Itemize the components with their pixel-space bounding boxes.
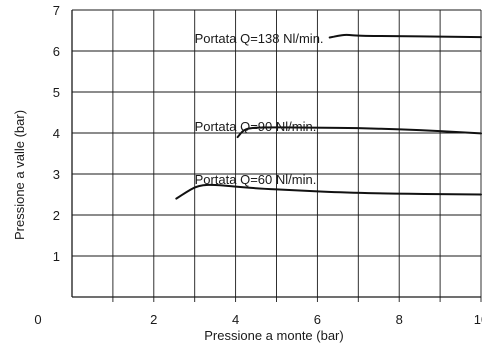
y-axis-label: Pressione a valle (bar): [12, 110, 27, 240]
series-label-1: Portata Q=60 Nl/min.: [195, 172, 317, 187]
y-tick-label: 5: [53, 85, 60, 100]
tick-labels: 1 2 3 4 5 6 7 0 2 4 6 8 10: [34, 3, 482, 327]
series-line-2: [236, 126, 482, 139]
series-line-3: [328, 33, 482, 39]
series-label-2: Portata Q=90 Nl/min.: [195, 119, 317, 134]
x-axis-label: Pressione a monte (bar): [204, 328, 343, 343]
x-tick-label: 4: [232, 312, 239, 327]
y-tick-label: 7: [53, 3, 60, 18]
x-tick-label: 10: [474, 312, 482, 327]
y-tick-label: 3: [53, 167, 60, 182]
series-group: [175, 33, 482, 200]
y-tick-label: 2: [53, 208, 60, 223]
y-tick-label: 6: [53, 44, 60, 59]
series-label-3: Portata Q=138 Nl/min.: [195, 31, 324, 46]
x-tick-label: 2: [150, 312, 157, 327]
x-tick-label: 0: [34, 312, 41, 327]
grid: [72, 9, 482, 297]
y-tick-label: 1: [53, 249, 60, 264]
series-line-1: [175, 183, 482, 200]
x-tick-label: 6: [314, 312, 321, 327]
series-labels: Portata Q=60 Nl/min. Portata Q=90 Nl/min.…: [195, 31, 324, 187]
y-tick-label: 4: [53, 126, 60, 141]
axes: [71, 10, 482, 302]
x-tick-label: 8: [396, 312, 403, 327]
